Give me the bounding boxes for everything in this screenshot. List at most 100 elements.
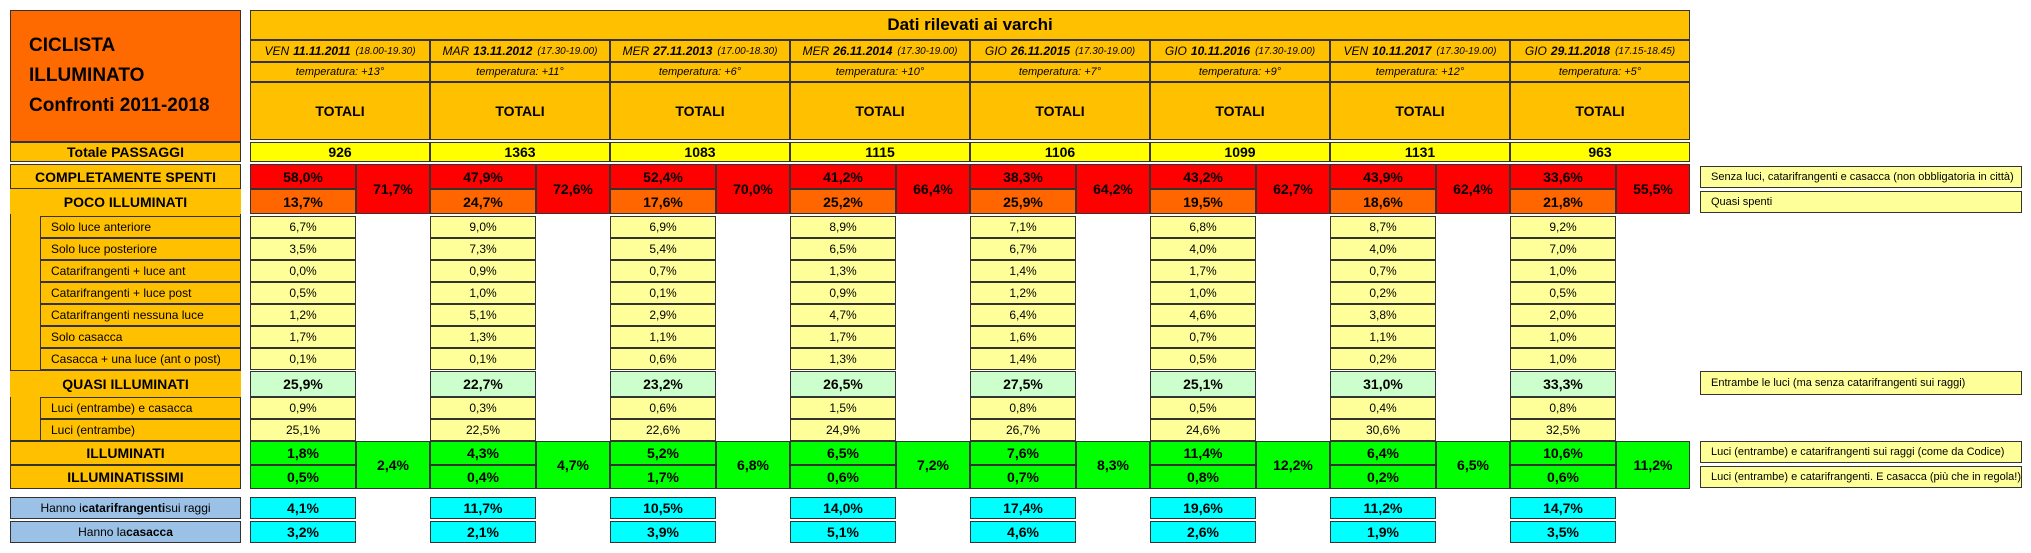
session-totali-1: TOTALI (430, 82, 610, 140)
illuminati-sum-6: 6,5% (1436, 441, 1510, 489)
detail-value-7-4: 2,0% (1510, 304, 1616, 326)
quasi-detail-value-3-1: 24,9% (790, 419, 896, 441)
detail-value-7-2: 1,0% (1510, 260, 1616, 282)
session-temp-7: temperatura: +5° (1510, 62, 1690, 82)
detail-value-3-4: 4,7% (790, 304, 896, 326)
casacca-value-1: 2,1% (430, 521, 536, 543)
session-totali-3: TOTALI (790, 82, 970, 140)
label-quasi-detail-1: Luci (entrambe) (40, 419, 241, 441)
illuminatissimi-value-7: 0,6% (1510, 465, 1616, 489)
session-temp-5: temperatura: +9° (1150, 62, 1330, 82)
detail-value-5-1: 4,0% (1150, 238, 1256, 260)
session-total-5: 1099 (1150, 142, 1330, 162)
spenti-poco-sum-2: 70,0% (716, 164, 790, 214)
cat-label-a: Hanno i (40, 501, 82, 515)
session-time: (17.00-18.30) (717, 45, 778, 57)
quasi-detail-value-7-1: 32,5% (1510, 419, 1616, 441)
detail-value-3-1: 6,5% (790, 238, 896, 260)
detail-value-6-4: 3,8% (1330, 304, 1436, 326)
session-date-7: GIO 29.11.2018 (17.15-18.45) (1510, 40, 1690, 62)
quasi-detail-value-4-0: 0,8% (970, 397, 1076, 419)
spenti-poco-sum-0: 71,7% (356, 164, 430, 214)
session-totali-6: TOTALI (1330, 82, 1510, 140)
casacca-value-7: 3,5% (1510, 521, 1616, 543)
detail-value-2-3: 0,1% (610, 282, 716, 304)
quasi-detail-value-3-0: 1,5% (790, 397, 896, 419)
session-time: (17.15-18.45) (1615, 45, 1676, 57)
quasi-value-0: 25,9% (250, 371, 356, 397)
quasi-detail-value-0-1: 25,1% (250, 419, 356, 441)
spenti-poco-sum-1: 72,6% (536, 164, 610, 214)
detail-value-5-3: 1,0% (1150, 282, 1256, 304)
session-day: VEN (264, 44, 290, 58)
session-total-4: 1106 (970, 142, 1150, 162)
cas-label-a: Hanno la (78, 525, 127, 539)
quasi-detail-value-1-0: 0,3% (430, 397, 536, 419)
quasi-value-7: 33,3% (1510, 371, 1616, 397)
catarifrangenti-value-1: 11,7% (430, 497, 536, 519)
quasi-value-3: 26,5% (790, 371, 896, 397)
session-time: (17.30-19.00) (1436, 45, 1497, 57)
illuminati-value-0: 1,8% (250, 441, 356, 465)
catarifrangenti-value-3: 14,0% (790, 497, 896, 519)
illuminati-value-4: 7,6% (970, 441, 1076, 465)
detail-value-1-4: 5,1% (430, 304, 536, 326)
quasi-value-4: 27,5% (970, 371, 1076, 397)
catarifrangenti-value-5: 19,6% (1150, 497, 1256, 519)
illuminati-sum-1: 4,7% (536, 441, 610, 489)
note-illuminati: Luci (entrambe) e catarifrangenti sui ra… (1700, 441, 2022, 463)
detail-value-5-4: 4,6% (1150, 304, 1256, 326)
detail-value-7-6: 1,0% (1510, 348, 1616, 370)
illuminatissimi-value-2: 1,7% (610, 465, 716, 489)
note-illuminatissimi: Luci (entrambe) e catarifrangenti. E cas… (1700, 466, 2022, 488)
session-date: 10.11.2016 (1190, 44, 1251, 58)
note-poco: Quasi spenti (1700, 191, 2022, 213)
session-time: (17.30-19.00) (1075, 45, 1136, 57)
spenti-value-6: 43,9% (1330, 164, 1436, 189)
casacca-value-5: 2,6% (1150, 521, 1256, 543)
spenti-value-5: 43,2% (1150, 164, 1256, 189)
spenti-value-1: 47,9% (430, 164, 536, 189)
detail-value-3-6: 1,3% (790, 348, 896, 370)
illuminati-sum-5: 12,2% (1256, 441, 1330, 489)
detail-value-1-2: 0,9% (430, 260, 536, 282)
illuminatissimi-value-0: 0,5% (250, 465, 356, 489)
session-temp-1: temperatura: +11° (430, 62, 610, 82)
detail-value-3-5: 1,7% (790, 326, 896, 348)
detail-value-4-5: 1,6% (970, 326, 1076, 348)
spenti-value-0: 58,0% (250, 164, 356, 189)
poco-value-0: 13,7% (250, 189, 356, 214)
session-date: 11.11.2011 (293, 44, 351, 58)
session-temp-6: temperatura: +12° (1330, 62, 1510, 82)
quasi-detail-value-0-0: 0,9% (250, 397, 356, 419)
session-date: 26.11.2014 (833, 44, 893, 58)
spenti-value-3: 41,2% (790, 164, 896, 189)
cas-label-b: casacca (126, 525, 173, 539)
session-temp-4: temperatura: +7° (970, 62, 1150, 82)
session-day: MAR (442, 44, 470, 58)
session-totali-4: TOTALI (970, 82, 1150, 140)
quasi-detail-value-2-1: 22,6% (610, 419, 716, 441)
label-illuminatissimi: ILLUMINATISSIMI (10, 465, 241, 489)
session-totali-5: TOTALI (1150, 82, 1330, 140)
illuminati-value-1: 4,3% (430, 441, 536, 465)
detail-value-3-0: 8,9% (790, 216, 896, 238)
poco-value-7: 21,8% (1510, 189, 1616, 214)
session-time: (17.30-19.00) (897, 45, 958, 57)
session-date: 13.11.2012 (473, 44, 533, 58)
session-temp-3: temperatura: +10° (790, 62, 970, 82)
detail-value-3-3: 0,9% (790, 282, 896, 304)
detail-value-0-6: 0,1% (250, 348, 356, 370)
detail-value-4-3: 1,2% (970, 282, 1076, 304)
detail-value-0-3: 0,5% (250, 282, 356, 304)
casacca-value-6: 1,9% (1330, 521, 1436, 543)
detail-value-2-6: 0,6% (610, 348, 716, 370)
illuminatissimi-value-3: 0,6% (790, 465, 896, 489)
catarifrangenti-value-6: 11,2% (1330, 497, 1436, 519)
session-date-4: GIO 26.11.2015 (17.30-19.00) (970, 40, 1150, 62)
quasi-detail-value-6-0: 0,4% (1330, 397, 1436, 419)
illuminati-value-5: 11,4% (1150, 441, 1256, 465)
poco-value-1: 24,7% (430, 189, 536, 214)
session-date: 29.11.2018 (1550, 44, 1611, 58)
session-total-7: 963 (1510, 142, 1690, 162)
